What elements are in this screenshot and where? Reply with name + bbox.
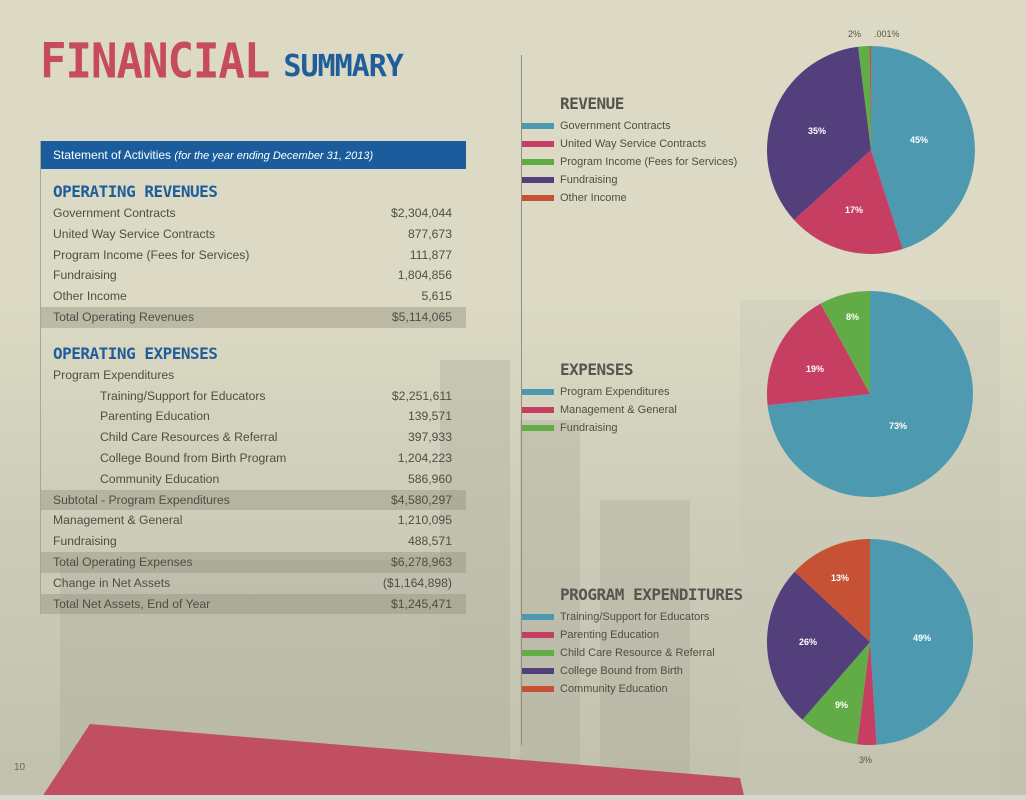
table-row: Training/Support for Educators $2,251,611 bbox=[100, 388, 452, 403]
program-expenditures-legend: PROGRAM EXPENDITURES Training/Support fo… bbox=[522, 585, 743, 698]
table-header: Statement of Activities (for the year en… bbox=[41, 141, 466, 169]
legend-item: College Bound from Birth bbox=[522, 662, 743, 680]
table-row: Fundraising 1,804,856 bbox=[53, 268, 452, 283]
swatch-icon bbox=[522, 123, 554, 130]
pie-label: 26% bbox=[799, 637, 818, 647]
pie-label: 13% bbox=[831, 573, 850, 583]
swatch-icon bbox=[522, 177, 554, 184]
swatch-icon bbox=[522, 159, 554, 166]
pie-label: .001% bbox=[874, 29, 900, 39]
legend-item: Other Income bbox=[522, 189, 737, 207]
vertical-divider bbox=[521, 55, 522, 745]
total-row: Total Net Assets, End of Year $1,245,471 bbox=[41, 593, 466, 615]
legend-item: Management & General bbox=[522, 401, 677, 419]
swatch-icon bbox=[522, 425, 554, 432]
revenue-pie-chart bbox=[767, 46, 975, 254]
swatch-icon bbox=[522, 668, 554, 675]
swatch-icon bbox=[522, 195, 554, 202]
table-row: Child Care Resources & Referral 397,933 bbox=[100, 430, 452, 445]
table-row: United Way Service Contracts 877,673 bbox=[53, 226, 452, 241]
total-row: Total Operating Revenues $5,114,065 bbox=[41, 306, 466, 328]
pie-label: 45% bbox=[910, 135, 929, 145]
legend-item: United Way Service Contracts bbox=[522, 135, 737, 153]
pie-label: 73% bbox=[889, 421, 908, 431]
legend-item: Fundraising bbox=[522, 419, 677, 437]
revenue-legend-title: REVENUE bbox=[560, 94, 624, 113]
revenue-legend: REVENUE Government Contracts United Way … bbox=[522, 94, 737, 207]
pie-label: 35% bbox=[808, 126, 827, 136]
pie-label: 19% bbox=[806, 364, 825, 374]
operating-revenues-title: OPERATING REVENUES bbox=[53, 182, 218, 201]
page-title: FINANCIAL SUMMARY bbox=[40, 33, 404, 90]
table-row: Government Contracts $2,304,044 bbox=[53, 206, 452, 220]
pie-label: 9% bbox=[835, 700, 849, 710]
swatch-icon bbox=[522, 141, 554, 148]
pie-label: 2% bbox=[848, 29, 862, 39]
program-expenditures-pie-chart bbox=[767, 539, 973, 745]
expenses-legend: EXPENSES Program Expenditures Management… bbox=[522, 360, 677, 437]
table-row: Other Income 5,615 bbox=[53, 289, 452, 304]
legend-item: Fundraising bbox=[522, 171, 737, 189]
swatch-icon bbox=[522, 389, 554, 396]
statement-of-activities-table: Statement of Activities (for the year en… bbox=[40, 141, 466, 615]
swatch-icon bbox=[522, 650, 554, 657]
legend-item: Community Education bbox=[522, 680, 743, 698]
table-row: Parenting Education 139,571 bbox=[100, 409, 452, 424]
table-row: Community Education 586,960 bbox=[100, 471, 452, 486]
table-row: Management & General 1,210,095 bbox=[53, 513, 452, 528]
legend-item: Parenting Education bbox=[522, 626, 743, 644]
title-summary: SUMMARY bbox=[283, 49, 403, 84]
total-row: Total Operating Expenses $6,278,963 bbox=[41, 551, 466, 573]
swatch-icon bbox=[522, 632, 554, 639]
swatch-icon bbox=[522, 614, 554, 621]
expenses-legend-title: EXPENSES bbox=[560, 360, 634, 379]
table-header-note: (for the year ending December 31, 2013) bbox=[174, 150, 374, 162]
legend-item: Program Expenditures bbox=[522, 383, 677, 401]
title-financial: FINANCIAL bbox=[40, 33, 270, 90]
table-row: Program Expenditures bbox=[53, 367, 175, 382]
subtotal-row: Subtotal - Program Expenditures $4,580,29… bbox=[41, 489, 466, 511]
swatch-icon bbox=[522, 686, 554, 693]
legend-item: Child Care Resource & Referral bbox=[522, 644, 743, 662]
pie-label: 17% bbox=[845, 205, 864, 215]
bottom-strip bbox=[0, 795, 1026, 800]
pie-label: 3% bbox=[859, 755, 873, 765]
pie-label: 8% bbox=[846, 312, 860, 322]
operating-expenses-title: OPERATING EXPENSES bbox=[53, 343, 218, 363]
table-header-title: Statement of Activities bbox=[53, 148, 172, 162]
page-number: 10 bbox=[14, 762, 26, 773]
pie-label: 49% bbox=[913, 633, 932, 643]
legend-item: Government Contracts bbox=[522, 117, 737, 135]
table-row: College Bound from Birth Program 1,204,22… bbox=[100, 450, 452, 465]
legend-item: Program Income (Fees for Services) bbox=[522, 153, 737, 171]
expenses-pie-chart bbox=[767, 291, 973, 497]
table-row: Fundraising 488,571 bbox=[53, 534, 452, 549]
table-row: Change in Net Assets ($1,164,898) bbox=[53, 575, 452, 590]
program-expenditures-legend-title: PROGRAM EXPENDITURES bbox=[560, 585, 743, 604]
swatch-icon bbox=[522, 407, 554, 414]
legend-item: Training/Support for Educators bbox=[522, 608, 743, 626]
table-row: Program Income (Fees for Services) 111,87… bbox=[53, 247, 452, 262]
